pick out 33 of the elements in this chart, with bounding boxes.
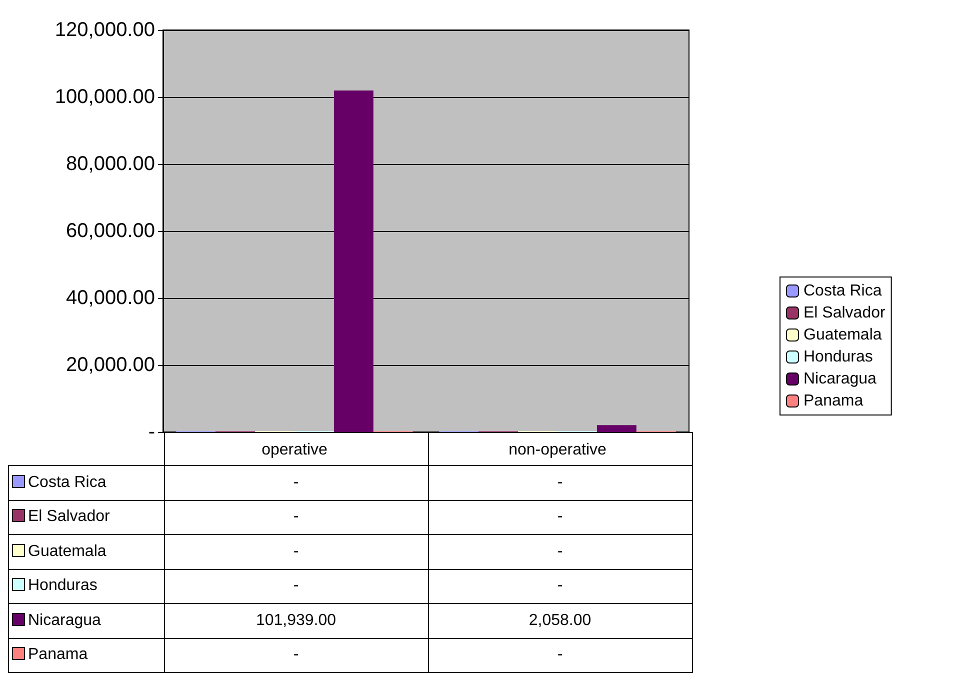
- y-tick-label: 20,000.00: [66, 354, 155, 376]
- data-label: -: [164, 569, 428, 604]
- legend-label: Guatemala: [8, 534, 164, 569]
- text: Honduras: [28, 577, 98, 594]
- y-tick-label: 60,000.00: [66, 220, 155, 242]
- text: Costa Rica: [804, 282, 882, 300]
- x-tick-label: operative: [262, 442, 328, 458]
- text: Guatemala: [804, 326, 882, 344]
- legend-label: Panama: [804, 392, 864, 410]
- y-tick-label: 120,000.00: [54, 19, 155, 41]
- y-tick-label: 40,000.00: [66, 287, 155, 309]
- y-tick-label: 80,000.00: [66, 153, 155, 175]
- text: Nicaragua: [28, 612, 101, 629]
- data-label: -: [164, 638, 428, 672]
- data-label: -: [164, 466, 428, 500]
- data-label: -: [428, 638, 692, 672]
- text: El Salvador: [804, 304, 886, 322]
- legend-label: Nicaragua: [804, 370, 877, 388]
- data-label: -: [428, 466, 692, 500]
- data-label: -: [164, 534, 428, 569]
- data-label: -: [164, 500, 428, 534]
- data-label: -: [428, 534, 692, 569]
- legend-label: El Salvador: [8, 500, 164, 534]
- x-tick-label: non-operative: [508, 442, 607, 458]
- data-label: -: [428, 569, 692, 604]
- data-label: 101,939.00: [164, 604, 428, 638]
- y-tick-label: -: [148, 421, 155, 443]
- data-label: -: [428, 500, 692, 534]
- legend-label: Honduras: [804, 348, 873, 366]
- text: Panama: [28, 646, 88, 664]
- legend-label: Costa Rica: [8, 466, 164, 500]
- data-label: 2,058.00: [428, 604, 692, 638]
- y-tick-label: 100,000.00: [54, 86, 155, 108]
